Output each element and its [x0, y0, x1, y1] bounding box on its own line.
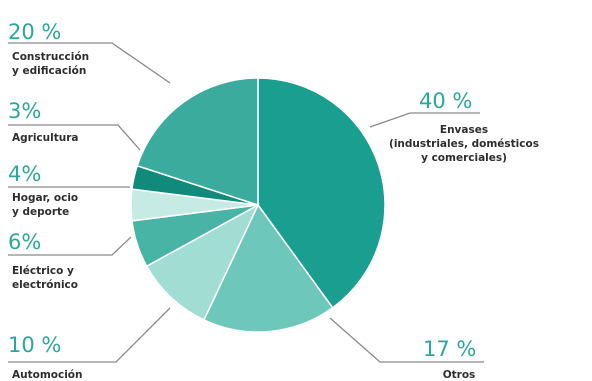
- leader-line-4: [8, 236, 132, 256]
- percent-label-2: 17 %: [423, 337, 476, 361]
- leader-line-2: [329, 317, 484, 363]
- category-label-1-line-2: (industriales, domésticos: [389, 138, 539, 150]
- category-label-1-line-1: Envases: [440, 124, 488, 136]
- slice-labels: 40 % Envases (industriales, domésticos y co…: [8, 20, 539, 381]
- category-label-7-line-2: y edificación: [12, 65, 86, 77]
- percent-label-7: 20 %: [8, 20, 61, 44]
- category-label-5-line-1: Hogar, ocio: [12, 192, 78, 204]
- category-label-5-line-2: y deporte: [12, 206, 69, 218]
- leader-line-1: [369, 112, 480, 128]
- leader-lines: [8, 42, 484, 363]
- pie-slice-3: [145, 203, 260, 321]
- pie-slices: [130, 77, 386, 333]
- pie-slice-7: [136, 77, 259, 207]
- leader-line-7: [8, 42, 171, 84]
- percent-label-1: 40 %: [419, 89, 472, 113]
- category-label-3-line-1: Automoción: [12, 369, 83, 381]
- category-label-4-line-1: Eléctrico y: [12, 265, 74, 277]
- category-label-7-line-1: Construcción: [12, 51, 89, 63]
- percent-label-4: 6%: [8, 230, 41, 254]
- pie-slice-1: [257, 77, 386, 309]
- category-label-1-line-3: y comerciales): [421, 152, 507, 164]
- pie-slice-2: [202, 203, 334, 333]
- category-label-6-line-1: Agricultura: [12, 132, 78, 144]
- percent-label-5: 4%: [8, 162, 41, 186]
- category-label-2-line-1: Otros: [443, 369, 476, 381]
- percent-label-6: 3%: [8, 99, 41, 123]
- category-label-4-line-2: electrónico: [12, 279, 78, 291]
- leader-line-3: [8, 307, 171, 363]
- percent-label-3: 10 %: [8, 333, 61, 357]
- leader-line-6: [8, 124, 141, 151]
